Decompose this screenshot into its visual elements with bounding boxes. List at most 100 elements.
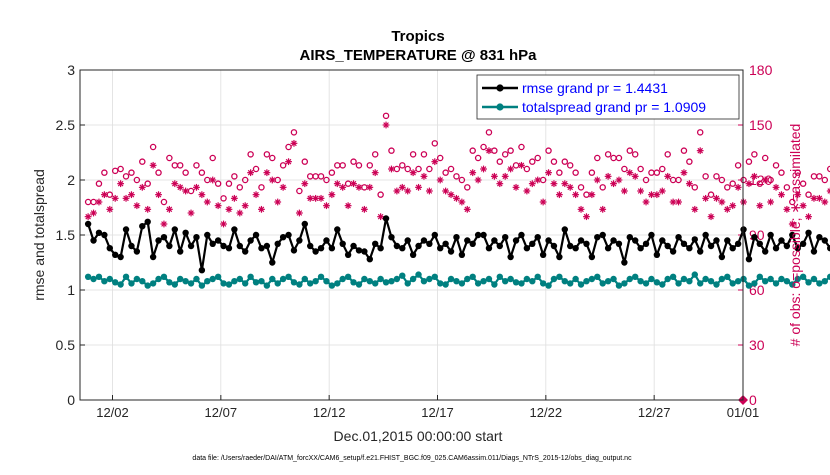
obs-assimilated-point: [279, 183, 287, 191]
totalspread-point: [659, 281, 666, 288]
rmse-point: [772, 245, 780, 252]
rmse-point: [577, 237, 585, 244]
y-axis-left-label: rmse and totalspread: [31, 169, 47, 301]
rmse-point: [675, 234, 682, 241]
rmse-point: [637, 245, 644, 252]
rmse-point: [707, 242, 715, 250]
obs-possible-point: [631, 151, 639, 158]
obs-possible-point: [371, 151, 379, 158]
obs-possible-point: [621, 165, 628, 173]
totalspread-point: [805, 279, 812, 286]
obs-assimilated-point: [209, 176, 217, 184]
totalspread-point: [274, 280, 281, 287]
rmse-point: [182, 229, 189, 236]
obs-assimilated-point: [794, 191, 802, 199]
obs-assimilated-point: [176, 183, 184, 191]
obs-possible-point: [496, 158, 504, 165]
totalspread-point: [810, 275, 818, 283]
y-axis-right-label: # of obs: o=possible; ∗=assimilated: [787, 124, 803, 347]
totalspread-point: [431, 273, 438, 280]
rmse-point: [350, 242, 357, 250]
obs-assimilated-point: [366, 183, 374, 191]
rmse-point: [523, 245, 531, 252]
obs-assimilated-point: [425, 187, 433, 195]
totalspread-series: [84, 271, 830, 289]
rmse-point: [106, 245, 113, 252]
obs-possible-point: [464, 184, 471, 191]
obs-assimilated-point: [799, 202, 807, 210]
obs-possible-point: [339, 162, 346, 169]
rmse-point: [594, 234, 601, 241]
obs-assimilated-point: [642, 198, 650, 206]
obs-assimilated-point: [555, 191, 563, 199]
totalspread-point: [269, 275, 276, 283]
obs-assimilated-point: [620, 187, 628, 195]
obs-assimilated-point: [734, 183, 742, 191]
totalspread-point: [182, 278, 189, 285]
obs-possible-point: [821, 176, 829, 184]
obs-possible-point: [269, 154, 276, 162]
totalspread-point: [464, 275, 471, 283]
obs-assimilated-point: [138, 183, 146, 191]
obs-possible-point: [144, 180, 151, 187]
totalspread-point: [789, 281, 796, 288]
rmse-point: [691, 236, 698, 243]
obs-assimilated-point: [90, 209, 97, 217]
rmse-point: [464, 237, 471, 244]
obs-assimilated-point: [84, 213, 92, 221]
obs-possible-point: [653, 169, 661, 176]
totalspread-point: [604, 278, 612, 285]
rmse-point: [437, 245, 444, 252]
totalspread-point: [632, 273, 639, 280]
obs-assimilated-point: [344, 202, 352, 210]
rmse-point: [534, 234, 541, 241]
rmse-point: [686, 245, 693, 252]
totalspread-point: [366, 278, 373, 285]
totalspread-point: [729, 280, 736, 287]
rmse-point: [794, 245, 801, 252]
totalspread-point: [415, 271, 422, 278]
rmse-point: [767, 231, 774, 239]
obs-assimilated-point: [810, 194, 818, 202]
totalspread-point: [615, 282, 623, 289]
obs-assimilated-point: [572, 191, 580, 199]
obs-assimilated-point: [436, 176, 444, 184]
totalspread-point: [84, 273, 92, 280]
rmse-point: [799, 240, 807, 247]
totalspread-point: [160, 273, 168, 280]
obs-assimilated-point: [225, 205, 233, 213]
rmse-point: [447, 248, 455, 255]
totalspread-point: [388, 278, 395, 285]
totalspread-point: [171, 281, 178, 288]
totalspread-point: [214, 273, 222, 280]
rmse-point: [632, 237, 639, 244]
totalspread-point: [610, 275, 617, 283]
rmse-point: [713, 237, 720, 244]
totalspread-point: [713, 281, 720, 288]
obs-assimilated-point: [685, 180, 693, 188]
obs-assimilated-point: [106, 205, 114, 213]
rmse-point: [198, 267, 206, 274]
rmse-point: [117, 253, 124, 261]
obs-assimilated-point: [745, 180, 753, 188]
obs-assimilated-point: [214, 202, 222, 210]
obs-assimilated-point: [675, 198, 682, 206]
totalspread-point: [339, 275, 346, 283]
obs-possible-point: [155, 169, 162, 176]
totalspread-point: [545, 282, 552, 289]
obs-possible-point: [756, 180, 764, 187]
totalspread-point: [480, 278, 487, 285]
obs-assimilated-point: [350, 180, 357, 188]
x-tick-label: 12/27: [638, 405, 671, 420]
rmse-point: [220, 242, 227, 250]
obs-assimilated-point: [301, 180, 309, 188]
rmse-point: [697, 248, 704, 255]
legend-spread-marker: [496, 103, 504, 111]
totalspread-point: [372, 280, 379, 287]
rmse-point: [155, 237, 162, 244]
totalspread-point: [447, 275, 455, 283]
rmse-point: [599, 231, 606, 239]
rmse-point: [361, 248, 368, 255]
totalspread-point: [307, 280, 314, 287]
obs-assimilated-point: [761, 176, 769, 184]
